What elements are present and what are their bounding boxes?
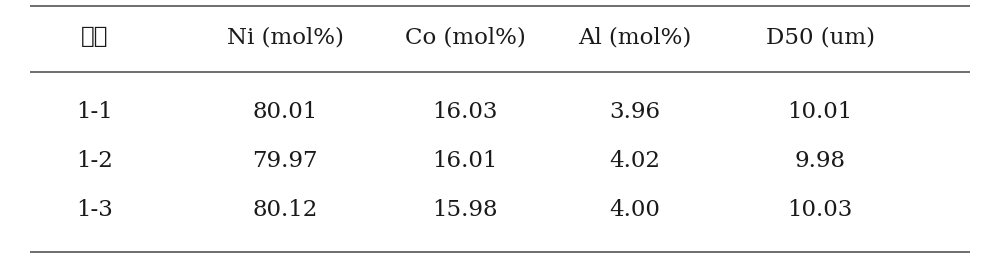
Text: 10.03: 10.03: [787, 199, 853, 221]
Text: 1-3: 1-3: [77, 199, 113, 221]
Text: 3.96: 3.96: [609, 101, 661, 123]
Text: Al (mol%): Al (mol%): [578, 26, 692, 49]
Text: 16.03: 16.03: [432, 101, 498, 123]
Text: Ni (mol%): Ni (mol%): [227, 26, 343, 49]
Text: 批次: 批次: [81, 26, 109, 49]
Text: Co (mol%): Co (mol%): [405, 26, 525, 49]
Text: 4.00: 4.00: [610, 199, 660, 221]
Text: 10.01: 10.01: [787, 101, 853, 123]
Text: 80.12: 80.12: [252, 199, 318, 221]
Text: 16.01: 16.01: [432, 150, 498, 172]
Text: 1-2: 1-2: [77, 150, 113, 172]
Text: D50 (um): D50 (um): [766, 26, 874, 49]
Text: 4.02: 4.02: [610, 150, 660, 172]
Text: 1-1: 1-1: [77, 101, 113, 123]
Text: 79.97: 79.97: [252, 150, 318, 172]
Text: 9.98: 9.98: [794, 150, 846, 172]
Text: 15.98: 15.98: [432, 199, 498, 221]
Text: 80.01: 80.01: [252, 101, 318, 123]
